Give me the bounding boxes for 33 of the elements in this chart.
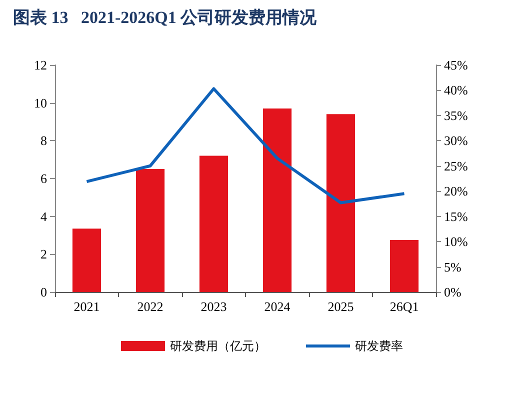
bar xyxy=(136,169,165,292)
y2-tick-label: 10% xyxy=(444,234,468,250)
bar xyxy=(262,108,292,292)
legend-label: 研发费率 xyxy=(355,339,403,353)
bar xyxy=(199,156,228,292)
y-tick-label: 12 xyxy=(34,58,47,72)
legend-label: 研发费用（亿元） xyxy=(170,339,266,353)
y-tick-label: 6 xyxy=(40,171,48,186)
y-tick-label: 8 xyxy=(40,133,47,148)
y-tick-label: 4 xyxy=(40,208,48,224)
y-tick-label: 0 xyxy=(40,284,47,300)
y2-tick-label: 25% xyxy=(444,158,468,174)
x-tick-label: 2025 xyxy=(328,299,354,314)
y-tick-label: 10 xyxy=(34,95,47,110)
y2-tick-label: 15% xyxy=(444,208,468,224)
y2-tick-label: 40% xyxy=(444,82,468,98)
y2-tick-label: 5% xyxy=(444,259,462,274)
x-tick-label: 2021 xyxy=(74,299,100,314)
y2-tick-label: 45% xyxy=(444,58,468,72)
bar xyxy=(390,240,419,292)
x-tick-label: 2024 xyxy=(264,299,291,314)
bar xyxy=(72,228,102,292)
bar xyxy=(326,114,356,292)
y2-tick-label: 35% xyxy=(444,108,468,123)
x-tick-label: 2022 xyxy=(137,299,164,314)
y2-tick-label: 20% xyxy=(444,184,468,199)
x-tick-label: 26Q1 xyxy=(390,299,419,314)
y2-tick-label: 0% xyxy=(444,284,462,300)
y2-tick-label: 30% xyxy=(444,133,468,148)
x-tick-label: 2023 xyxy=(200,299,227,314)
chart-title: 图表 13 2021-2026Q1 公司研发费用情况 xyxy=(13,8,318,27)
y-tick-label: 2 xyxy=(40,246,47,262)
line-series xyxy=(85,87,406,204)
